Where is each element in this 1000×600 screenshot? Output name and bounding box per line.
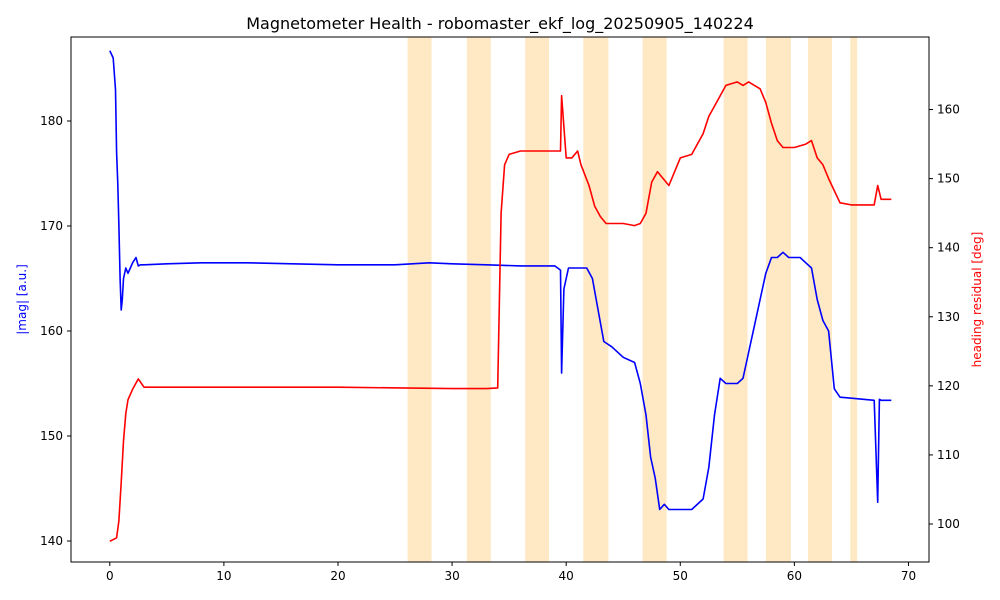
highlight-region-9 xyxy=(850,37,858,562)
highlight-region-1 xyxy=(407,37,432,562)
highlighted-regions xyxy=(407,37,858,562)
x-tick-label: 20 xyxy=(330,569,345,583)
left-y-axis-label: |mag| [a.u.] xyxy=(15,264,29,335)
x-tick-label: 30 xyxy=(444,569,459,583)
highlight-region-5 xyxy=(642,37,667,562)
left-y-tick-label: 160 xyxy=(40,324,63,338)
left-y-axis: 140 150 160 170 180 xyxy=(40,114,71,548)
x-tick-label: 0 xyxy=(106,569,114,583)
left-y-tick-label: 180 xyxy=(40,114,63,128)
highlight-region-6 xyxy=(723,37,748,562)
data-series xyxy=(109,50,892,543)
highlight-region-8 xyxy=(808,37,833,562)
highlight-region-7 xyxy=(765,37,791,562)
left-y-tick-label: 150 xyxy=(40,429,63,443)
x-tick-label: 10 xyxy=(216,569,231,583)
right-y-tick-label: 130 xyxy=(937,310,960,324)
x-tick-label: 50 xyxy=(673,569,688,583)
plot-frame xyxy=(70,36,930,563)
left-y-tick-label: 140 xyxy=(40,534,63,548)
right-y-tick-label: 110 xyxy=(937,448,960,462)
right-y-tick-label: 120 xyxy=(937,379,960,393)
right-y-tick-label: 140 xyxy=(937,241,960,255)
left-y-tick-label: 170 xyxy=(40,219,63,233)
x-tick-label: 60 xyxy=(787,569,802,583)
heading-residual-series-line xyxy=(109,81,892,543)
right-y-axis-label: heading residual [deg] xyxy=(970,232,984,368)
right-y-tick-label: 150 xyxy=(937,172,960,186)
x-axis: 0 10 20 30 40 50 60 70 xyxy=(106,562,916,583)
right-y-tick-label: 160 xyxy=(937,103,960,117)
highlight-region-3 xyxy=(525,37,550,562)
x-tick-label: 40 xyxy=(559,569,574,583)
right-y-tick-label: 100 xyxy=(937,517,960,531)
right-y-axis: 100 110 120 130 140 150 160 xyxy=(929,103,960,531)
chart-title: Magnetometer Health - robomaster_ekf_log… xyxy=(246,14,754,34)
mag-series-line xyxy=(109,50,892,511)
highlight-region-2 xyxy=(466,37,491,562)
x-tick-label: 70 xyxy=(901,569,916,583)
